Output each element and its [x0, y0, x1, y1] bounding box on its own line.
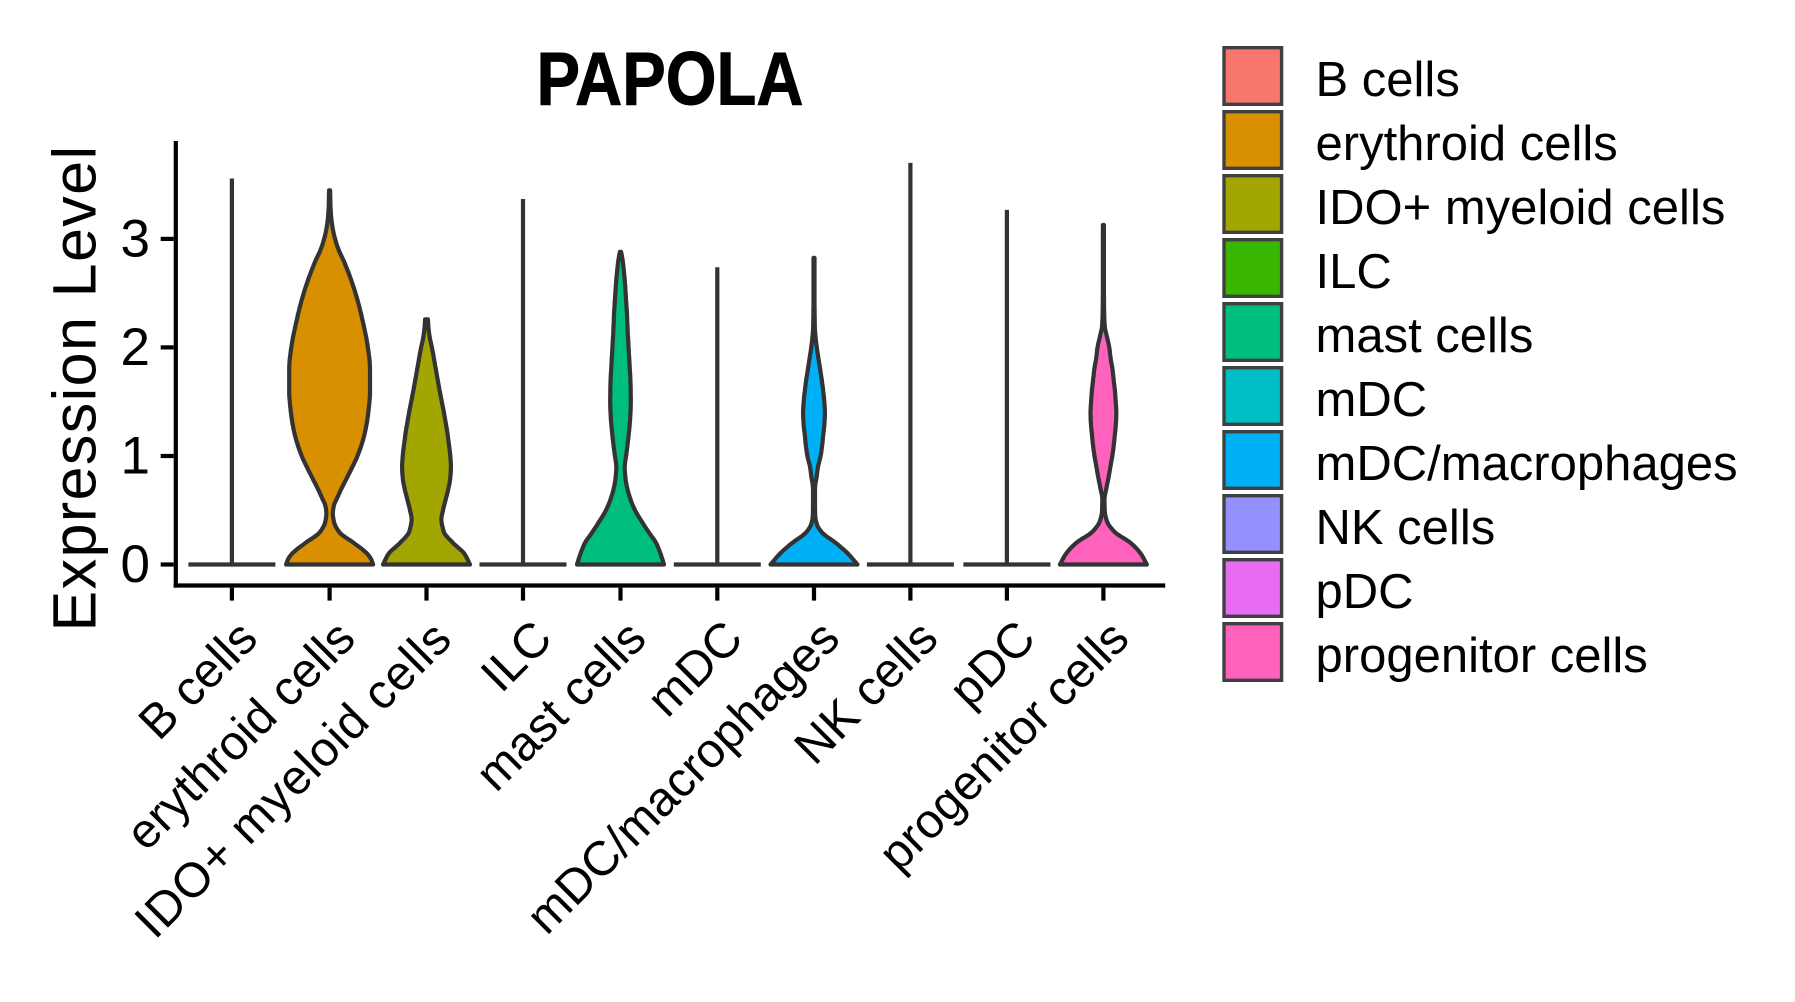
svg-text:mast cells: mast cells — [1316, 309, 1534, 363]
svg-text:NK cells: NK cells — [1316, 501, 1496, 555]
svg-text:ILC: ILC — [1316, 245, 1392, 299]
svg-text:1: 1 — [121, 427, 150, 486]
svg-text:pDC: pDC — [1316, 565, 1414, 619]
svg-text:progenitor cells: progenitor cells — [1316, 629, 1648, 683]
svg-text:IDO+ myeloid cells: IDO+ myeloid cells — [1316, 181, 1726, 235]
svg-text:2: 2 — [121, 318, 150, 377]
svg-text:erythroid cells: erythroid cells — [1316, 117, 1618, 171]
svg-text:0: 0 — [121, 535, 150, 594]
svg-text:3: 3 — [121, 209, 150, 268]
svg-text:mDC/macrophages: mDC/macrophages — [1316, 437, 1738, 491]
svg-text:Expression Level: Expression Level — [41, 145, 109, 632]
svg-text:PAPOLA: PAPOLA — [536, 36, 803, 120]
svg-text:B cells: B cells — [1316, 53, 1460, 107]
svg-text:mDC: mDC — [1316, 373, 1428, 427]
